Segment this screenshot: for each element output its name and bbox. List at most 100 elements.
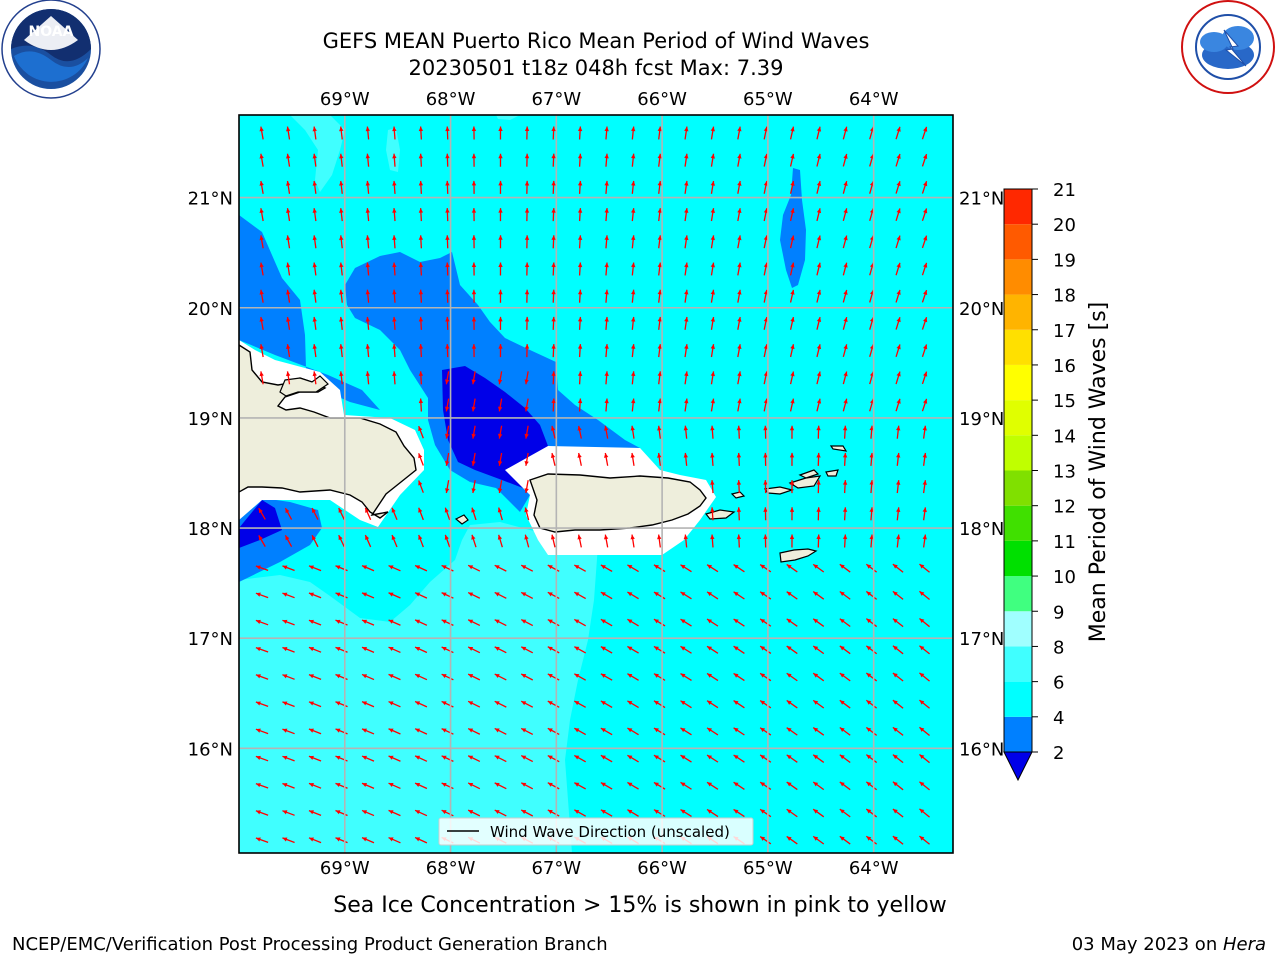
wind-arrow-head <box>866 673 872 678</box>
wind-arrow-head <box>551 208 556 213</box>
wind-arrow-head <box>308 619 314 624</box>
wind-arrow-head <box>736 452 742 458</box>
wind-arrow-head <box>813 673 819 678</box>
wind-arrow-head <box>763 181 769 186</box>
wind-arrow-head <box>339 371 344 377</box>
wind-arrow-head <box>790 289 795 295</box>
wind-arrow-head <box>919 781 925 787</box>
colorbar-under-extension <box>1003 751 1033 782</box>
wind-arrow-head <box>547 755 553 760</box>
wind-arrow-head <box>445 379 450 385</box>
wind-arrow-head <box>843 181 848 187</box>
wind-arrow-head <box>919 618 925 624</box>
wind-arrow-head <box>896 235 901 241</box>
wind-arrow-head <box>547 592 553 597</box>
wind-arrow-head <box>308 647 314 652</box>
wind-arrow-head <box>707 782 713 787</box>
wind-arrow-head <box>922 452 927 458</box>
wind-arrow-head <box>813 727 819 732</box>
wind-arrow-head <box>494 619 500 624</box>
wind-arrow-head <box>524 235 530 240</box>
lat-label-left: 19°N <box>188 409 233 430</box>
wind-arrow-head <box>494 674 500 679</box>
wind-arrow-head <box>362 647 368 652</box>
wind-arrow-head <box>524 406 529 412</box>
wind-arrow-head <box>816 153 822 159</box>
wind-arrow-head <box>737 262 742 268</box>
wind-arrow-head <box>600 728 606 733</box>
contour-2-4s <box>239 215 380 410</box>
wind-arrow-head <box>710 153 715 159</box>
wind-arrow-head <box>547 809 553 814</box>
wind-arrow-head <box>445 406 450 412</box>
wind-arrow-head <box>255 647 261 652</box>
wind-arrow-head <box>630 425 635 431</box>
wind-arrow-head <box>471 208 477 213</box>
wind-arrow-head <box>441 674 447 679</box>
wind-arrow-head <box>308 565 314 570</box>
wind-arrow-head <box>365 180 370 186</box>
wind-arrow-head <box>922 507 927 513</box>
wind-arrow-head <box>786 809 792 814</box>
sea-ice-note: Sea Ice Concentration > 15% is shown in … <box>333 893 947 918</box>
wind-arrow-head <box>335 674 341 679</box>
wind-arrow-head <box>892 808 898 814</box>
wind-arrow-head <box>418 235 424 240</box>
wind-arrow-head <box>255 592 261 597</box>
wind-arrow-head <box>657 126 662 132</box>
lat-label-right: 19°N <box>959 409 1004 430</box>
wind-arrow-head <box>919 808 925 814</box>
wind-arrow-head <box>259 289 264 295</box>
wind-arrow-head <box>524 488 529 494</box>
wind-arrow-head <box>657 398 662 404</box>
wind-arrow-head <box>574 809 580 814</box>
wind-arrow-head <box>498 262 503 268</box>
wind-arrow-head <box>790 317 795 322</box>
wind-arrow-head <box>551 371 556 376</box>
wind-arrow-head <box>498 344 503 349</box>
wind-arrow-head <box>494 810 500 815</box>
wind-arrow-head <box>335 701 341 706</box>
wind-arrow-head <box>604 289 609 295</box>
wind-arrow-head <box>286 316 291 322</box>
lat-label-left: 21°N <box>188 189 233 210</box>
wind-arrow-head <box>441 565 447 570</box>
wind-arrow-head <box>335 592 341 597</box>
wind-arrow-head <box>710 507 715 512</box>
wind-arrow-head <box>471 262 477 268</box>
wind-arrow-head <box>547 701 553 706</box>
wind-arrow-head <box>896 425 901 431</box>
wind-arrow-head <box>392 153 397 159</box>
wind-arrow-head <box>498 153 503 159</box>
wind-arrow-head <box>707 755 713 760</box>
wind-arrow-head <box>604 208 609 213</box>
wind-arrow-head <box>843 398 848 404</box>
wind-arrow-head <box>786 700 792 705</box>
wind-arrow-head <box>866 836 872 841</box>
wind-arrow-head <box>468 728 474 733</box>
colorbar-tick-label: 11 <box>1053 532 1076 553</box>
wind-arrow-head <box>577 289 583 295</box>
wind-arrow-head <box>707 673 713 678</box>
wind-arrow-head <box>710 425 715 431</box>
wind-arrow-head <box>680 755 686 760</box>
wind-arrow-head <box>312 535 317 541</box>
wind-arrow-head <box>282 565 288 570</box>
wind-arrow-head <box>415 701 421 706</box>
wind-arrow-head <box>524 208 530 213</box>
wind-arrow-head <box>471 126 477 132</box>
wind-arrow-head <box>388 647 394 651</box>
wind-arrow-head <box>631 371 636 377</box>
wind-arrow-head <box>631 289 636 295</box>
wind-arrow-head <box>521 673 527 679</box>
wind-arrow-head <box>733 755 739 760</box>
wind-arrow-head <box>282 810 288 815</box>
wind-arrow-head <box>790 126 795 132</box>
wind-arrow-head <box>896 289 901 295</box>
wind-arrow-head <box>577 153 583 159</box>
contour-under-2s <box>442 366 548 490</box>
wind-arrow-head <box>763 208 769 214</box>
wind-arrow-head <box>710 180 715 186</box>
wind-arrow-head <box>362 728 368 733</box>
wind-arrow-head <box>365 507 370 513</box>
